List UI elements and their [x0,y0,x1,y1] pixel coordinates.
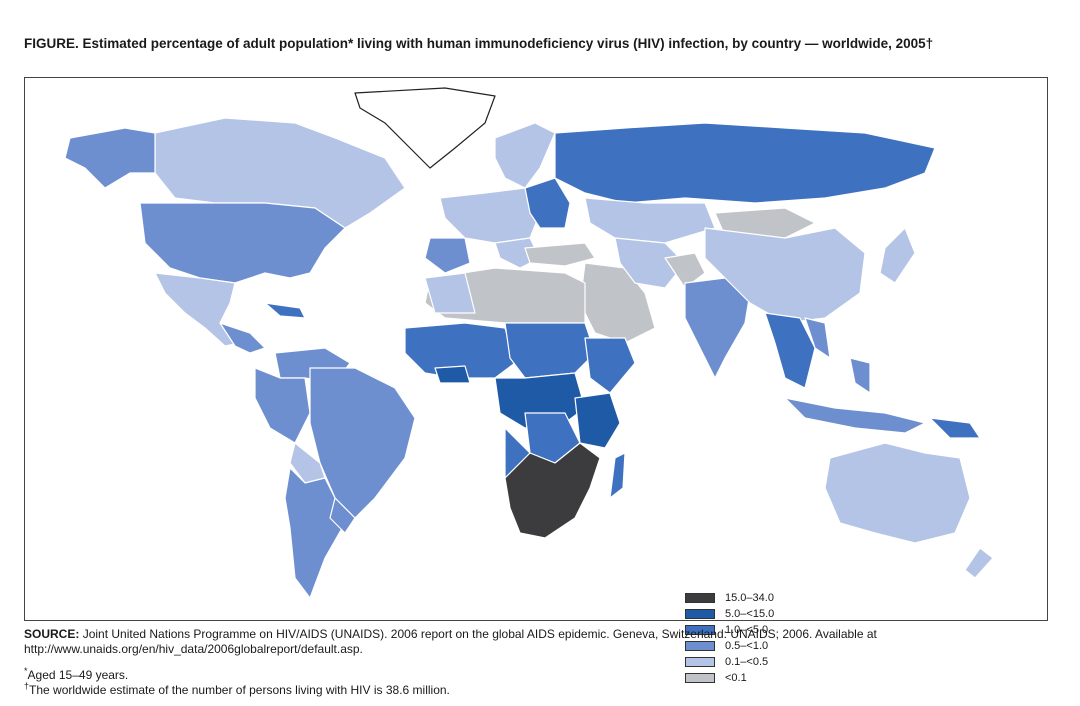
legend-swatch [685,593,715,603]
region-russia [554,122,936,204]
region-colombia-peru [254,367,311,444]
region-argentina-chile [284,467,346,599]
region-japan [879,227,916,284]
legend-swatch [685,625,715,635]
region-new-zealand [964,547,994,579]
legend-item: 5.0–<15.0 [685,606,825,622]
region-east-africa [574,392,621,449]
legend-swatch [685,609,715,619]
legend-label: 5.0–<15.0 [725,608,775,620]
legend-item: 15.0–34.0 [685,590,825,606]
region-brazil [309,367,416,519]
world-map: 15.0–34.0 5.0–<15.0 1.0–<5.0 0.5–<1.0 0.… [24,77,1048,684]
legend-item: <0.1 [685,670,825,686]
region-australia [824,442,971,544]
legend-item: 0.1–<0.5 [685,654,825,670]
region-morocco-algeria [424,272,476,314]
region-alaska [64,127,156,189]
region-china [704,227,866,324]
region-usa [139,202,346,284]
region-iberia [424,237,471,274]
region-caribbean [264,302,306,319]
region-madagascar [609,452,626,499]
region-horn-of-africa [584,337,636,394]
legend-label: 15.0–34.0 [725,592,774,604]
region-southern-africa [504,442,601,539]
footnote-age: *Aged 15–49 years. [24,664,128,682]
region-iran-afghanistan [614,237,686,289]
legend-swatch [685,673,715,683]
source-text: Joint United Nations Programme on HIV/AI… [24,627,877,656]
footnote-estimate: †The worldwide estimate of the number of… [24,679,450,697]
region-canada [154,117,406,229]
legend-label: 0.1–<0.5 [725,656,769,668]
legend-label: 1.0–<5.0 [725,624,769,636]
footnote-text: Aged 15–49 years. [27,668,129,682]
footnote-mark: † [24,681,30,691]
figure-title: FIGURE. Estimated percentage of adult po… [24,36,934,51]
legend-label: 0.5–<1.0 [725,640,769,652]
region-afghanistan [664,252,706,289]
source-citation: SOURCE: Joint United Nations Programme o… [24,627,1064,657]
region-png [929,417,981,439]
region-ivory-coast [434,365,471,384]
region-greenland [354,87,496,169]
region-indonesia [784,397,926,434]
region-western-europe [439,187,541,244]
region-central-america [219,322,266,354]
legend-item: 0.5–<1.0 [685,638,825,654]
source-label: SOURCE: [24,627,80,641]
region-central-asia [584,197,716,244]
legend-swatch [685,657,715,667]
region-uruguay [329,497,356,534]
region-sudan-chad [504,322,596,379]
region-turkey [524,242,596,267]
legend: 15.0–34.0 5.0–<15.0 1.0–<5.0 0.5–<1.0 0.… [685,590,825,686]
region-scandinavia [494,122,556,189]
region-philippines [849,357,871,394]
footnote-mark: * [24,666,28,676]
legend-item: 1.0–<5.0 [685,622,825,638]
legend-label: <0.1 [725,672,747,684]
world-map-graphic [64,87,994,599]
region-vietnam-laos [804,317,831,359]
footnote-text: The worldwide estimate of the number of … [29,683,450,697]
region-myanmar-thailand [764,312,816,389]
legend-swatch [685,641,715,651]
